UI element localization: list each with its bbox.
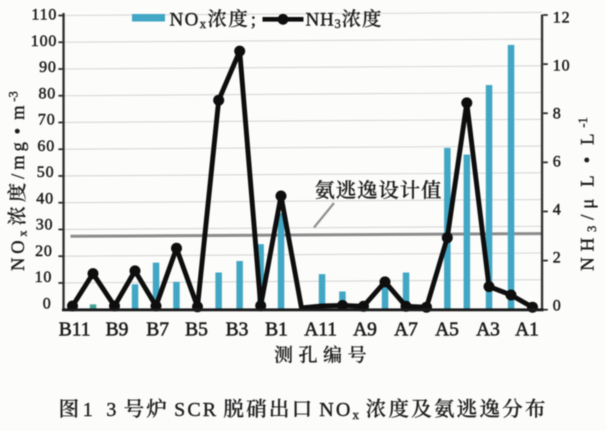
- svg-text:•: •: [578, 151, 599, 163]
- svg-text:A7: A7: [394, 319, 418, 340]
- svg-text:/: /: [9, 170, 29, 179]
- svg-text:3: 3: [106, 399, 118, 421]
- svg-text:100: 100: [31, 33, 57, 50]
- svg-text:40: 40: [36, 190, 54, 207]
- svg-text:10: 10: [35, 269, 53, 286]
- svg-text:2: 2: [553, 249, 562, 266]
- svg-text:x: x: [353, 407, 360, 422]
- svg-text:B7: B7: [146, 319, 169, 340]
- svg-text:B11: B11: [59, 319, 91, 340]
- svg-text:NO: NO: [170, 10, 200, 31]
- svg-text:x: x: [16, 231, 30, 237]
- svg-text:mg: mg: [9, 138, 29, 169]
- svg-text:μ: μ: [578, 193, 599, 209]
- svg-text:3: 3: [335, 17, 341, 31]
- svg-text:0: 0: [553, 297, 562, 314]
- svg-text:0: 0: [43, 296, 52, 313]
- svg-text:SCR: SCR: [174, 399, 218, 421]
- svg-text:NO: NO: [9, 236, 29, 271]
- svg-text:•: •: [9, 124, 29, 134]
- svg-text:30: 30: [36, 217, 54, 234]
- svg-text:20: 20: [35, 243, 53, 260]
- svg-text:50: 50: [37, 164, 55, 181]
- svg-text:/: /: [578, 209, 599, 220]
- svg-text:B9: B9: [106, 319, 129, 340]
- svg-text:;: ;: [251, 10, 258, 31]
- svg-text:A5: A5: [435, 319, 459, 340]
- svg-text:110: 110: [31, 7, 57, 24]
- svg-text:NH: NH: [306, 10, 335, 31]
- svg-text:L: L: [578, 128, 599, 145]
- svg-text:-3: -3: [7, 91, 21, 101]
- svg-text:4: 4: [553, 201, 562, 218]
- svg-text:B1: B1: [265, 319, 288, 340]
- svg-text:8: 8: [553, 106, 562, 123]
- svg-text:3: 3: [585, 226, 599, 232]
- svg-text:A1: A1: [515, 319, 539, 340]
- svg-text:70: 70: [38, 112, 56, 129]
- svg-text:10: 10: [553, 58, 571, 75]
- svg-text:NH: NH: [578, 232, 599, 271]
- svg-text:A11: A11: [304, 319, 337, 340]
- svg-text:A9: A9: [353, 319, 377, 340]
- svg-text:B3: B3: [226, 319, 249, 340]
- svg-text:A3: A3: [476, 319, 500, 340]
- svg-text:80: 80: [39, 85, 57, 102]
- svg-text:-1: -1: [576, 117, 590, 127]
- svg-text:B5: B5: [185, 319, 208, 340]
- svg-text:L: L: [578, 169, 599, 186]
- svg-text:6: 6: [553, 153, 562, 170]
- svg-text:12: 12: [553, 10, 571, 27]
- svg-text:NO: NO: [319, 399, 352, 421]
- svg-text:1: 1: [83, 399, 95, 421]
- svg-text:m: m: [9, 102, 29, 120]
- svg-text:x: x: [200, 17, 207, 31]
- svg-text:60: 60: [37, 138, 55, 155]
- svg-text:90: 90: [39, 59, 57, 76]
